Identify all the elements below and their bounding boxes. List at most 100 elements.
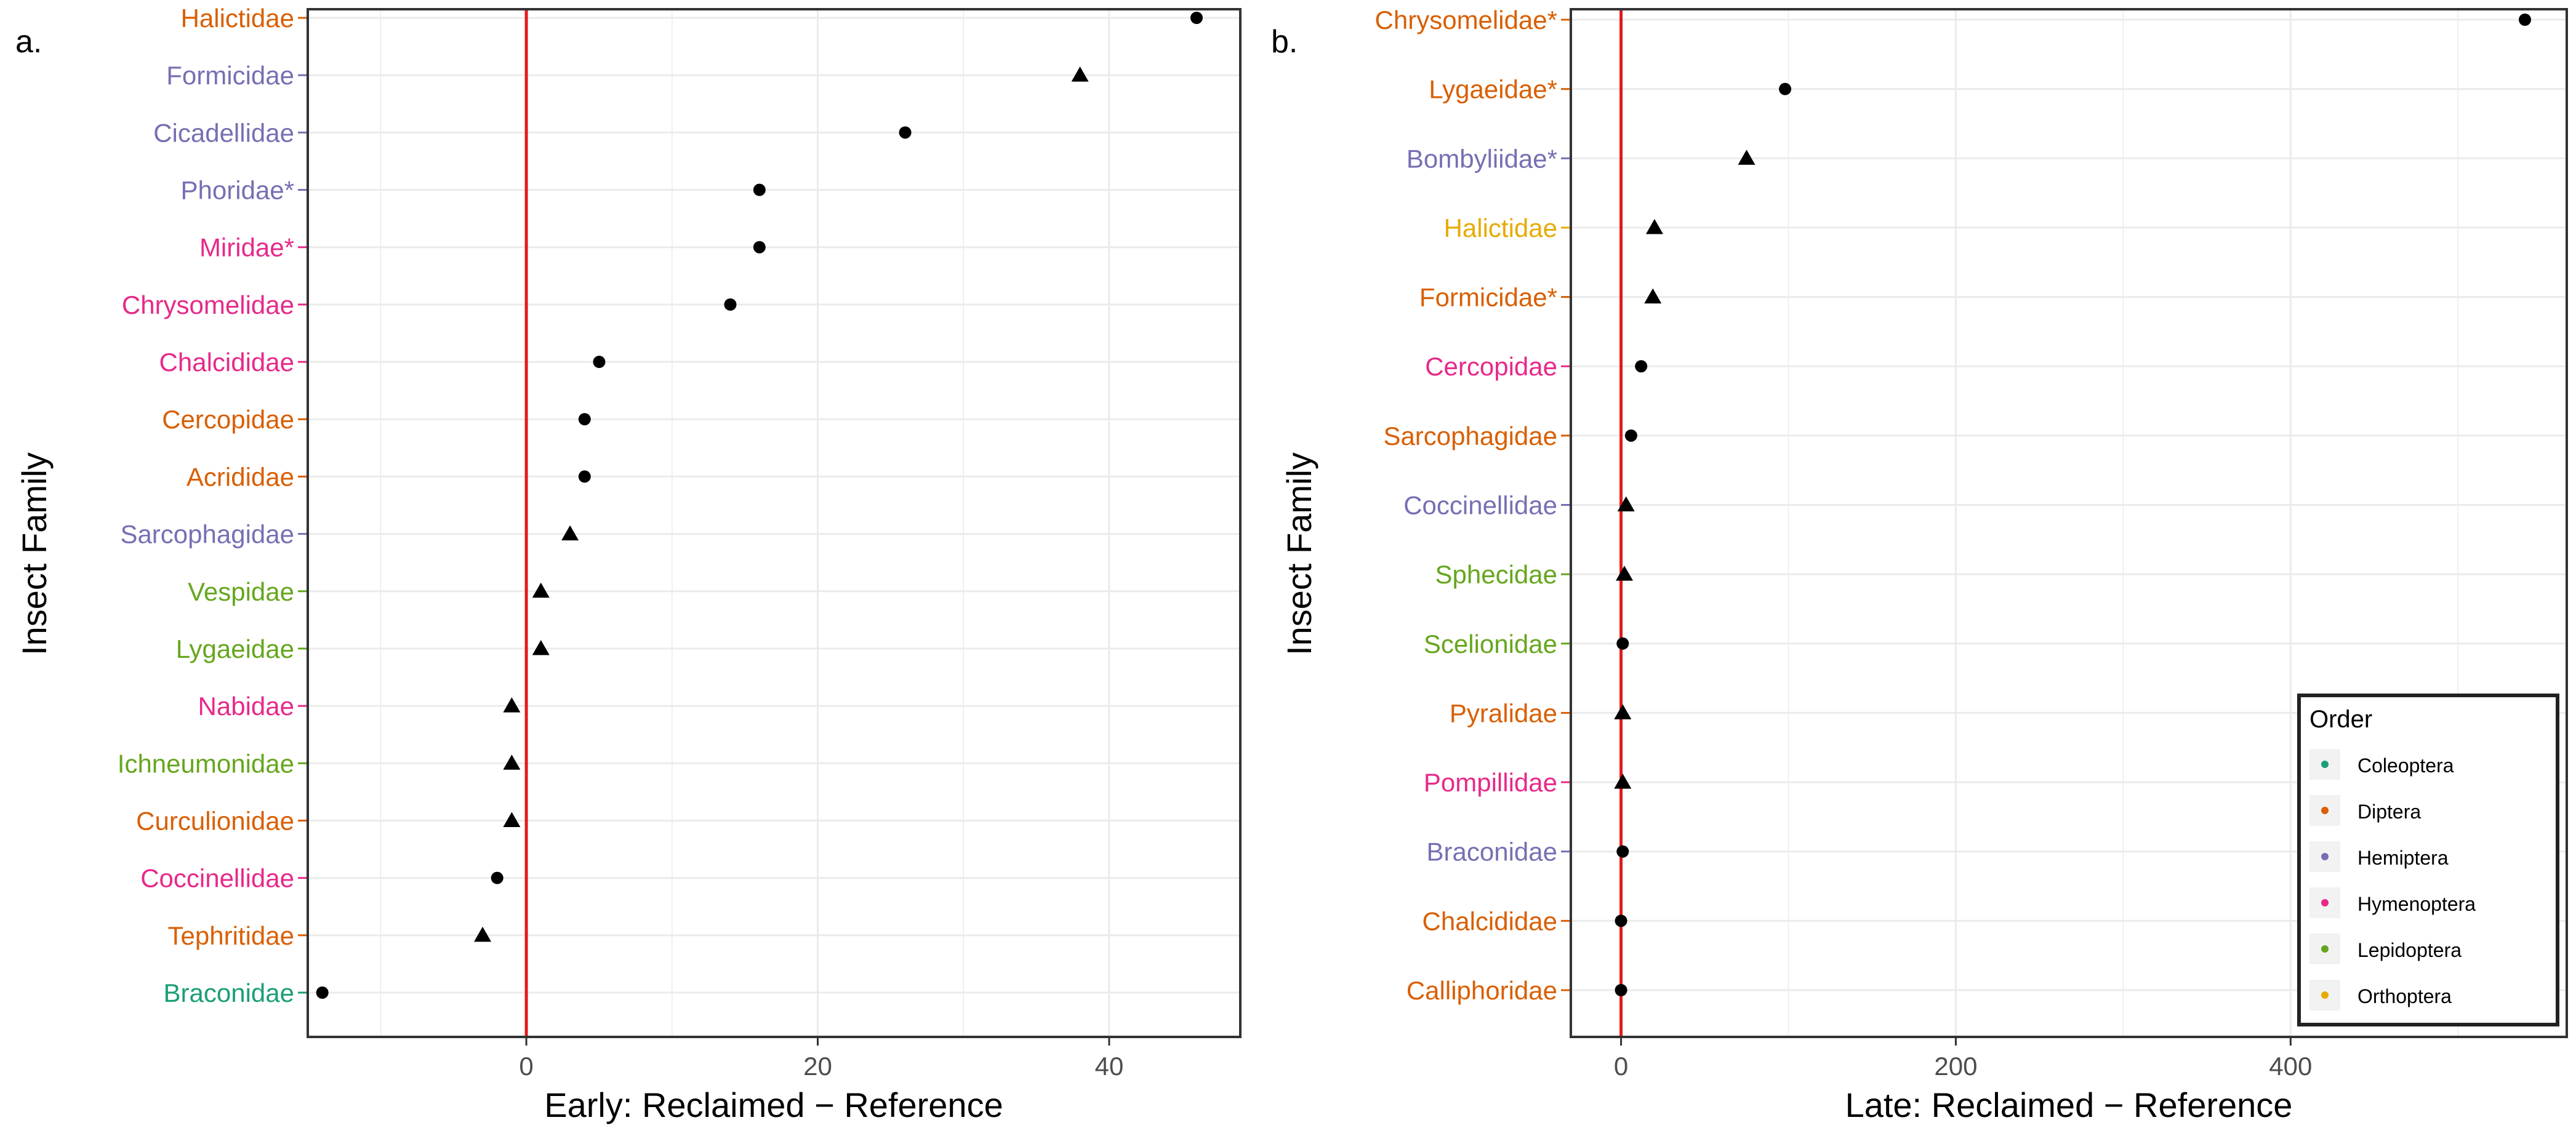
data-point-circle: [1615, 984, 1627, 996]
data-point-circle: [1635, 360, 1648, 373]
x-tick-label: 20: [803, 1052, 832, 1081]
data-point-triangle: [503, 754, 521, 770]
legend-box: [2297, 694, 2559, 1026]
y-tick-label: Phoridae*: [181, 176, 294, 205]
y-tick-label: Sarcophagidae: [120, 520, 294, 549]
panel-a: a. Insect Family Halictidae Formicidae Cic…: [15, 4, 1242, 1124]
legend-label: Lepidoptera: [2357, 939, 2462, 961]
legend-swatch: [2321, 761, 2329, 768]
x-tick-label: 400: [2269, 1052, 2312, 1081]
panel-b-label: b.: [1271, 24, 1298, 60]
data-point-circle: [899, 126, 912, 139]
data-point-triangle: [532, 582, 550, 598]
panel-a-marks: [316, 12, 1203, 999]
panel-b: b. Insect Family Chrysomelidae* Lygaeidae…: [1271, 6, 2568, 1124]
data-point-triangle: [561, 525, 579, 541]
data-point-circle: [724, 298, 737, 311]
legend-title: Order: [2309, 706, 2372, 733]
data-point-circle: [753, 241, 766, 254]
y-tick-label: Nabidae: [198, 692, 294, 721]
y-tick-label: Sarcophagidae: [1383, 422, 1557, 450]
y-tick-label: Chrysomelidae*: [1375, 6, 1557, 34]
x-tick-label: 0: [519, 1052, 533, 1081]
y-tick-label: Chalcididae: [1422, 906, 1557, 935]
data-point-circle: [2519, 14, 2532, 26]
data-point-circle: [1779, 82, 1792, 95]
panel-a-ylabel: Insect Family: [15, 452, 54, 655]
data-point-circle: [753, 183, 766, 196]
y-tick-label: Chalcididae: [159, 348, 294, 377]
legend-label: Hymenoptera: [2357, 893, 2476, 915]
data-point-circle: [1616, 637, 1629, 650]
y-tick-label: Braconidae: [164, 978, 294, 1007]
legend-label: Coleoptera: [2357, 754, 2454, 777]
data-point-triangle: [474, 926, 492, 942]
y-tick-label: Lygaeidae*: [1429, 75, 1557, 104]
panel-a-grid: [308, 9, 1240, 1037]
legend-swatch: [2321, 853, 2329, 860]
data-point-circle: [316, 986, 329, 999]
y-tick-label: Formicidae: [166, 61, 294, 90]
x-tick-label: 200: [1934, 1052, 1977, 1081]
panel-b-marks: [1614, 14, 2532, 996]
data-point-triangle: [1644, 288, 1662, 304]
y-tick-label: Acrididae: [187, 462, 294, 491]
panel-a-xlabel: Early: Reclaimed − Reference: [544, 1086, 1003, 1124]
y-tick-label: Vespidae: [188, 577, 294, 606]
panel-b-xlabel: Late: Reclaimed − Reference: [1845, 1086, 2293, 1124]
panel-b-ylabel: Insect Family: [1280, 452, 1318, 655]
panel-a-label: a.: [15, 24, 42, 60]
data-point-triangle: [503, 812, 521, 827]
y-tick-label: Calliphoridae: [1406, 976, 1557, 1005]
panel-b-y-tick-labels: Chrysomelidae* Lygaeidae* Bombyliidae* Hali…: [1375, 6, 1571, 1005]
legend-items: Coleoptera Diptera Hemiptera Hymenoptera Lep…: [2309, 749, 2476, 1010]
data-point-circle: [593, 356, 606, 369]
y-tick-label: Cercopidae: [1425, 352, 1557, 381]
y-tick-label: Miridae*: [199, 233, 294, 262]
y-tick-label: Tephritidae: [168, 921, 294, 950]
data-point-triangle: [1645, 218, 1663, 234]
legend-swatch: [2321, 945, 2329, 953]
data-point-circle: [1190, 12, 1203, 24]
y-tick-label: Sphecidae: [1435, 560, 1558, 589]
x-tick-label: 40: [1095, 1052, 1124, 1081]
data-point-triangle: [503, 697, 521, 713]
y-tick-label: Curculionidae: [136, 806, 294, 835]
y-tick-label: Halictidae: [1444, 214, 1557, 242]
y-tick-label: Formicidae*: [1419, 283, 1557, 312]
y-tick-label: Scelionidae: [1424, 630, 1557, 658]
data-point-circle: [578, 470, 591, 483]
data-point-triangle: [1616, 566, 1634, 581]
panel-a-y-tick-labels: Halictidae Formicidae Cicadellidae Phoridae…: [118, 4, 308, 1007]
data-point-triangle: [1614, 704, 1632, 719]
legend: Order Coleoptera Diptera Hemiptera Hymenopt…: [2297, 694, 2559, 1026]
y-tick-label: Coccinellidae: [140, 864, 294, 893]
y-tick-label: Cicadellidae: [153, 118, 294, 147]
legend-label: Orthoptera: [2357, 985, 2452, 1007]
y-tick-label: Lygaeidae: [176, 634, 294, 663]
legend-swatch: [2321, 899, 2329, 906]
y-tick-label: Pompillidae: [1424, 768, 1557, 797]
legend-label: Diptera: [2357, 801, 2421, 823]
y-tick-label: Bombyliidae*: [1406, 144, 1557, 173]
y-tick-label: Halictidae: [181, 4, 294, 33]
panel-b-border: [1570, 8, 2568, 1038]
legend-label: Hemiptera: [2357, 847, 2449, 869]
data-point-circle: [578, 413, 591, 426]
legend-swatch: [2321, 991, 2329, 999]
y-tick-label: Cercopidae: [162, 405, 294, 434]
data-point-circle: [1615, 914, 1627, 927]
panel-a-x-ticks: 0 20 40: [519, 1037, 1123, 1081]
y-tick-label: Pyralidae: [1450, 698, 1557, 727]
x-tick-label: 0: [1614, 1052, 1628, 1081]
panel-b-x-ticks: 0 200 400: [1614, 1037, 2312, 1081]
y-tick-label: Coccinellidae: [1403, 491, 1557, 520]
y-tick-label: Ichneumonidae: [118, 749, 294, 778]
data-point-circle: [1624, 429, 1637, 442]
y-tick-label: Chrysomelidae: [122, 290, 294, 319]
legend-swatch: [2321, 807, 2329, 814]
data-point-triangle: [1617, 496, 1635, 511]
panel-a-plot-area: [308, 9, 1240, 1037]
data-point-circle: [491, 871, 504, 884]
